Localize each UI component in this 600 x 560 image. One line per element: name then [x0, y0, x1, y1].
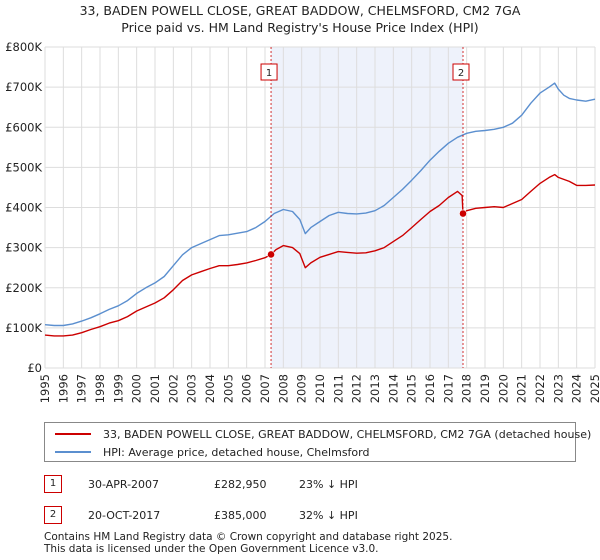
legend: 33, BADEN POWELL CLOSE, GREAT BADDOW, CH…	[44, 422, 591, 462]
y-tick-label: £800K	[5, 40, 42, 54]
axis-layer: £0 £100K £200K £300K £400K £500K £600K £700K £80…	[5, 40, 600, 403]
x-tick-label: 1995	[38, 374, 52, 403]
sale-marker-box	[452, 63, 470, 81]
x-tick-label: 2017	[441, 374, 455, 403]
x-tick-label: 2019	[478, 374, 492, 403]
x-tick-label: 2013	[368, 374, 382, 403]
sale-date: 20-OCT-2017	[88, 509, 161, 522]
sale-date: 30-APR-2007	[88, 478, 160, 491]
x-tick-label: 2008	[276, 374, 290, 403]
x-tick-label: 2024	[570, 374, 584, 403]
title-line: 33, BADEN POWELL CLOSE, GREAT BADDOW, CH…	[79, 3, 521, 18]
legend-swatch-property	[55, 433, 91, 435]
x-tick-label: 1996	[56, 374, 70, 403]
x-tick-label: 2012	[350, 374, 364, 403]
x-tick-label: 2005	[221, 374, 235, 403]
footer-line-2: This data is licensed under the Open Gov…	[44, 542, 379, 555]
sale-hpi-diff: 32% ↓ HPI	[299, 509, 358, 522]
sale-price: £282,950	[214, 478, 267, 491]
y-tick-label: £500K	[5, 160, 42, 174]
sale-hpi-diff: 23% ↓ HPI	[299, 478, 358, 491]
x-tick-label: 2016	[423, 374, 437, 403]
chart-title: 33, BADEN POWELL CLOSE, GREAT BADDOW, CH…	[0, 2, 600, 36]
legend-item-property: 33, BADEN POWELL CLOSE, GREAT BADDOW, CH…	[55, 426, 591, 442]
y-tick-label: £400K	[5, 201, 42, 215]
sale-point	[459, 209, 467, 218]
sale-marker-label: 2	[458, 68, 464, 79]
sale-point	[267, 250, 275, 259]
sale-marker-label: 1	[266, 68, 272, 79]
hpi-series-line	[44, 82, 596, 327]
legend-label-hpi: HPI: Average price, detached house, Chel…	[103, 445, 370, 459]
y-tick-label: £600K	[5, 120, 42, 134]
x-tick-label: 2022	[533, 374, 547, 403]
price-chart: £0 £100K £200K £300K £400K £500K £600K £700K £80…	[5, 40, 600, 403]
y-tick-label: £200K	[5, 281, 42, 295]
legend-swatch-hpi	[55, 451, 91, 453]
x-tick-label: 2011	[331, 374, 345, 403]
grid-layer	[44, 46, 596, 369]
subtitle-line: Price paid vs. HM Land Registry's House …	[121, 20, 479, 35]
x-tick-label: 2009	[295, 374, 309, 403]
x-tick-label: 2015	[405, 374, 419, 403]
x-tick-label: 2007	[258, 374, 272, 403]
series-layer	[44, 82, 596, 337]
sale-price: £385,000	[214, 509, 267, 522]
x-tick-label: 2006	[240, 374, 254, 403]
property-series-line	[44, 173, 596, 337]
sale-badge: 2	[44, 506, 62, 524]
legend-item-hpi: HPI: Average price, detached house, Chel…	[55, 444, 369, 460]
y-tick-label: £700K	[5, 80, 42, 94]
y-tick-label: £300K	[5, 241, 42, 255]
x-tick-label: 1998	[93, 374, 107, 403]
x-tick-label: 1997	[75, 374, 89, 403]
x-tick-label: 2004	[203, 374, 217, 403]
x-tick-label: 2021	[515, 374, 529, 403]
x-tick-label: 2000	[130, 374, 144, 403]
y-tick-label: £0	[27, 361, 42, 375]
x-tick-label: 1999	[111, 374, 125, 403]
x-tick-label: 2002	[166, 374, 180, 403]
y-tick-label: £100K	[5, 321, 42, 335]
legend-label-property: 33, BADEN POWELL CLOSE, GREAT BADDOW, CH…	[103, 427, 592, 441]
x-tick-label: 2020	[496, 374, 510, 403]
sale-marker-box	[260, 63, 278, 81]
x-tick-label: 2023	[551, 374, 565, 403]
x-tick-label: 2001	[148, 374, 162, 403]
footer-line-1: Contains HM Land Registry data © Crown c…	[44, 531, 453, 543]
x-tick-label: 2010	[313, 374, 327, 403]
x-tick-label: 2018	[460, 374, 474, 403]
footer: Contains HM Land Registry data © Crown c…	[44, 531, 453, 555]
x-tick-label: 2014	[386, 374, 400, 403]
sale-badge: 1	[44, 475, 62, 493]
x-tick-label: 2003	[185, 374, 199, 403]
x-tick-label: 2025	[588, 374, 600, 403]
